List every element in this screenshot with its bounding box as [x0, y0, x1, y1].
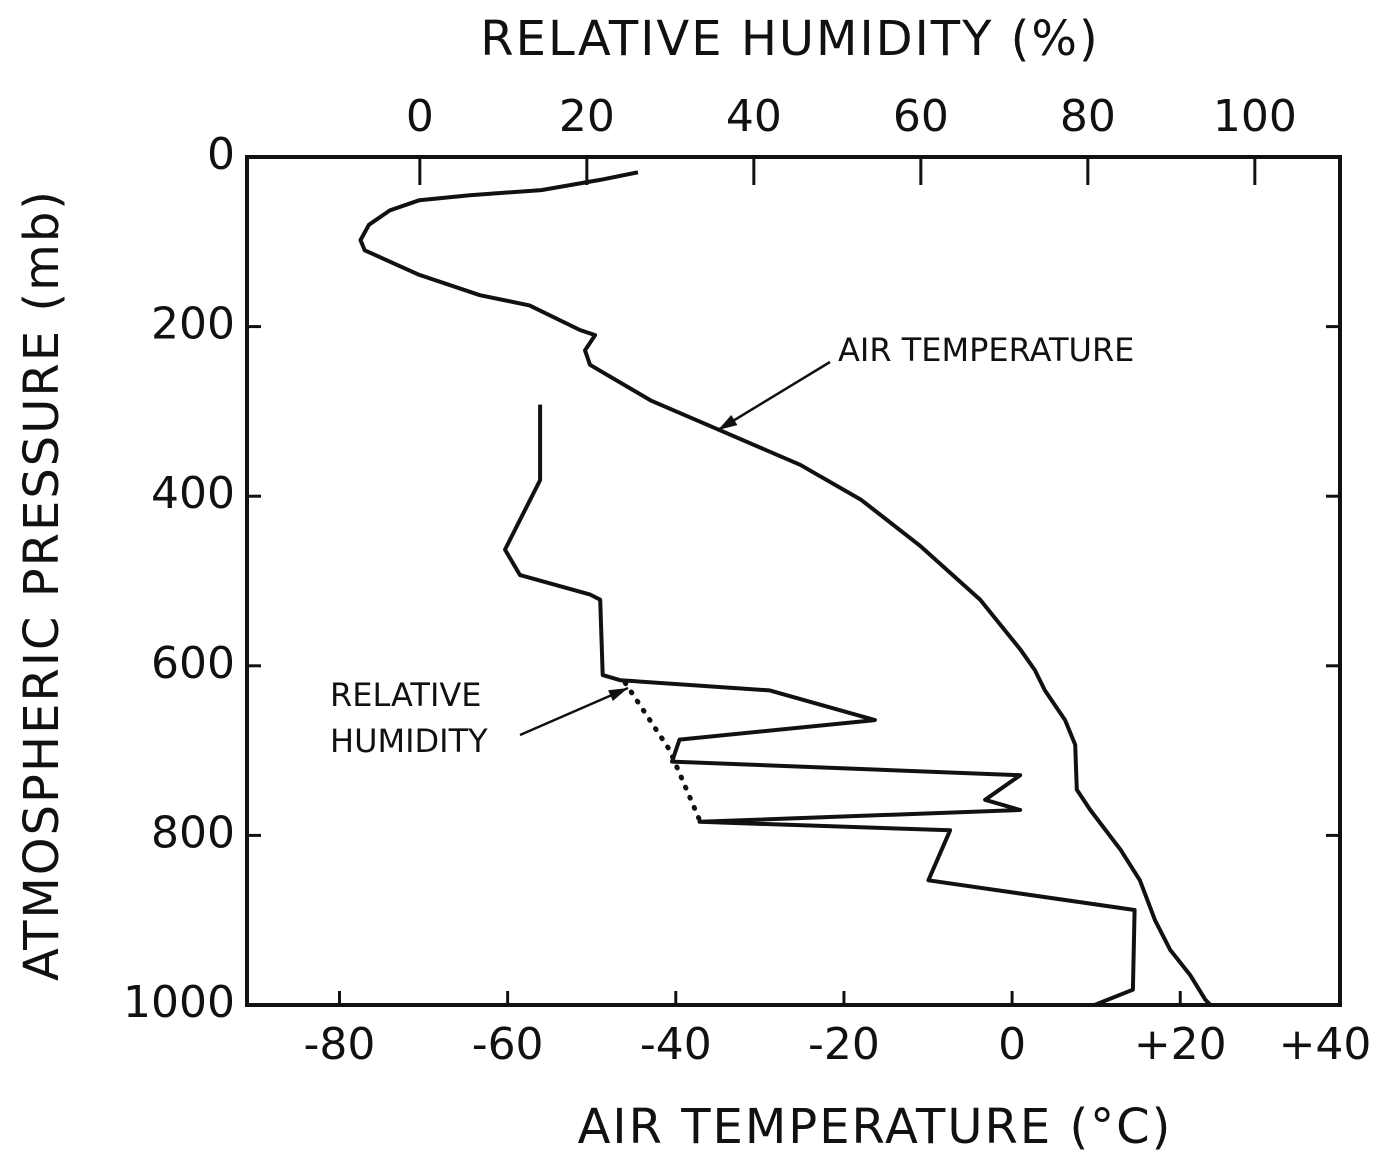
plot-frame	[245, 155, 1342, 1007]
dotted-line	[622, 680, 703, 823]
x-tick-label: -60	[472, 1019, 544, 1070]
x2-tick-label: 0	[406, 91, 434, 142]
x-tick-label: +40	[1279, 1019, 1372, 1070]
annotation-arrow	[519, 686, 629, 737]
y-tick-label: 200	[151, 299, 235, 350]
line	[503, 404, 1137, 1007]
x-axis-title: AIR TEMPERATURE (°C)	[578, 1099, 1173, 1155]
x-tick-label: -40	[640, 1019, 712, 1070]
y-tick-label: 1000	[123, 977, 235, 1028]
line	[358, 170, 1212, 1007]
arrow-head	[608, 688, 628, 702]
annotation-label: RELATIVE HUMIDITY	[330, 676, 488, 760]
annotation-arrow	[717, 360, 831, 432]
x-tick-label: 0	[998, 1019, 1026, 1070]
y-tick-label: 800	[151, 807, 235, 858]
chart-title: RELATIVE HUMIDITY (%)	[480, 11, 1099, 67]
x2-tick-label: 100	[1213, 91, 1297, 142]
x2-tick-label: 80	[1060, 91, 1116, 142]
y-tick-label: 400	[151, 468, 235, 519]
x-tick-label: -20	[808, 1019, 880, 1070]
annotation-label-box: RELATIVE HUMIDITY	[330, 676, 488, 760]
arrow-head	[718, 415, 738, 430]
x2-tick-label: 60	[893, 91, 949, 142]
y-tick-label: 600	[151, 638, 235, 689]
x2-tick-label: 40	[726, 91, 782, 142]
y-axis-title: ATMOSPHERIC PRESSURE (mb)	[14, 189, 70, 981]
annotation-label: AIR TEMPERATURE	[838, 331, 1134, 369]
x-tick-label: +20	[1134, 1019, 1227, 1070]
x2-tick-label: 20	[559, 91, 615, 142]
x-tick-label: -80	[304, 1019, 376, 1070]
y-tick-label: 0	[207, 129, 235, 180]
